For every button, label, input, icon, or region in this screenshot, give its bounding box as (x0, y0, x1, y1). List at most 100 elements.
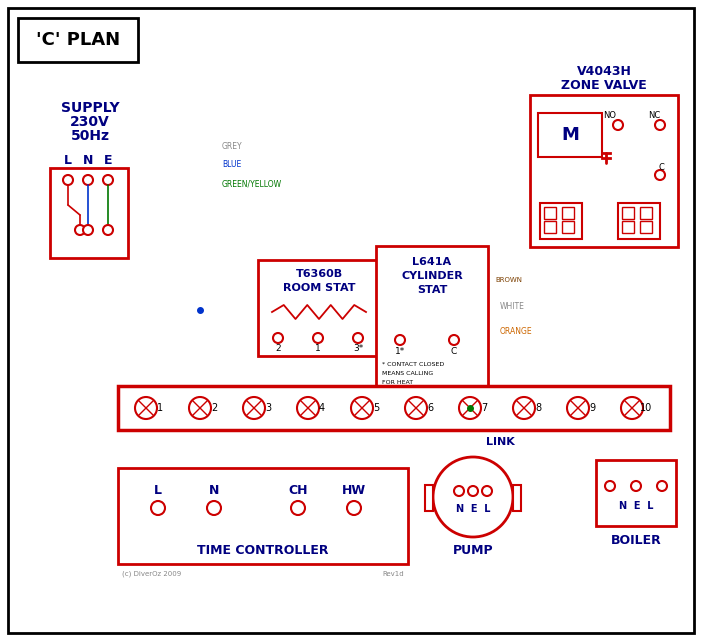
Text: (c) DiverOz 2009: (c) DiverOz 2009 (122, 570, 181, 578)
Bar (562, 207, 574, 219)
Text: MEANS CALLING: MEANS CALLING (382, 370, 433, 376)
Text: 7: 7 (481, 403, 487, 413)
Circle shape (83, 225, 93, 235)
Text: 1*: 1* (395, 347, 405, 356)
Text: 3*: 3* (353, 344, 363, 353)
Bar (562, 221, 574, 233)
Text: BLUE: BLUE (222, 160, 241, 169)
Circle shape (631, 481, 641, 491)
Bar (544, 221, 556, 233)
Text: CH: CH (289, 483, 307, 497)
Text: C: C (451, 347, 457, 356)
Text: ZONE VALVE: ZONE VALVE (561, 78, 647, 92)
Circle shape (353, 333, 363, 343)
Circle shape (621, 397, 643, 419)
Circle shape (395, 335, 405, 345)
Circle shape (83, 175, 93, 185)
Circle shape (189, 397, 211, 419)
Text: C: C (658, 163, 664, 172)
Bar (640, 221, 652, 233)
Bar (118, 468, 408, 564)
Text: N: N (83, 153, 93, 167)
Text: 230V: 230V (70, 115, 110, 129)
Text: NC: NC (648, 110, 660, 119)
Bar (622, 207, 634, 219)
Text: LINK: LINK (486, 437, 515, 447)
Circle shape (454, 486, 464, 496)
Bar (640, 207, 652, 219)
Text: HW: HW (342, 483, 366, 497)
Text: CYLINDER: CYLINDER (401, 271, 463, 281)
Text: L: L (64, 153, 72, 167)
Circle shape (75, 225, 85, 235)
Text: 'C' PLAN: 'C' PLAN (36, 31, 120, 49)
Circle shape (135, 397, 157, 419)
Text: WHITE: WHITE (500, 301, 525, 310)
Circle shape (459, 397, 481, 419)
Text: BOILER: BOILER (611, 533, 661, 547)
Bar (425, 485, 433, 511)
Circle shape (207, 501, 221, 515)
Text: 1: 1 (157, 403, 163, 413)
Text: PUMP: PUMP (453, 544, 494, 558)
Text: V4043H: V4043H (576, 65, 631, 78)
Circle shape (657, 481, 667, 491)
Circle shape (273, 333, 283, 343)
Text: SUPPLY: SUPPLY (60, 101, 119, 115)
Text: 8: 8 (535, 403, 541, 413)
Circle shape (449, 335, 459, 345)
Text: GREEN/YELLOW: GREEN/YELLOW (222, 179, 282, 188)
Text: GREY: GREY (222, 142, 243, 151)
Text: NO: NO (604, 110, 616, 119)
Circle shape (297, 397, 319, 419)
Circle shape (605, 481, 615, 491)
Text: E: E (104, 153, 112, 167)
Text: 50Hz: 50Hz (70, 129, 110, 143)
Circle shape (243, 397, 265, 419)
Circle shape (655, 170, 665, 180)
Text: 2: 2 (275, 344, 281, 353)
Bar (258, 260, 380, 356)
Text: 2: 2 (211, 403, 217, 413)
Text: N  E  L: N E L (618, 501, 654, 511)
Circle shape (482, 486, 492, 496)
Bar (513, 485, 521, 511)
Circle shape (103, 175, 113, 185)
Bar (538, 113, 602, 157)
Circle shape (513, 397, 535, 419)
Bar (622, 221, 634, 233)
Text: 6: 6 (427, 403, 433, 413)
Circle shape (613, 120, 623, 130)
Text: FOR HEAT: FOR HEAT (382, 379, 413, 385)
Text: ORANGE: ORANGE (500, 326, 533, 335)
Text: 10: 10 (640, 403, 652, 413)
Text: L641A: L641A (413, 257, 451, 267)
Bar (376, 246, 488, 386)
Text: 5: 5 (373, 403, 379, 413)
Circle shape (655, 120, 665, 130)
Text: STAT: STAT (417, 285, 447, 295)
Circle shape (567, 397, 589, 419)
Circle shape (313, 333, 323, 343)
Bar (530, 95, 678, 247)
Text: 4: 4 (319, 403, 325, 413)
Text: N  E  L: N E L (456, 504, 490, 514)
Bar (118, 386, 670, 430)
Bar (50, 168, 128, 258)
Bar (540, 203, 582, 239)
Bar (596, 460, 676, 526)
Text: 9: 9 (589, 403, 595, 413)
Text: 1: 1 (315, 344, 321, 353)
Text: L: L (154, 483, 162, 497)
Circle shape (405, 397, 427, 419)
Circle shape (433, 457, 513, 537)
Circle shape (151, 501, 165, 515)
Circle shape (63, 175, 73, 185)
Circle shape (351, 397, 373, 419)
Bar (618, 203, 660, 239)
Bar (18, 18, 138, 62)
Text: BROWN: BROWN (495, 277, 522, 283)
Circle shape (291, 501, 305, 515)
Text: ROOM STAT: ROOM STAT (283, 283, 355, 293)
Text: M: M (561, 126, 579, 144)
